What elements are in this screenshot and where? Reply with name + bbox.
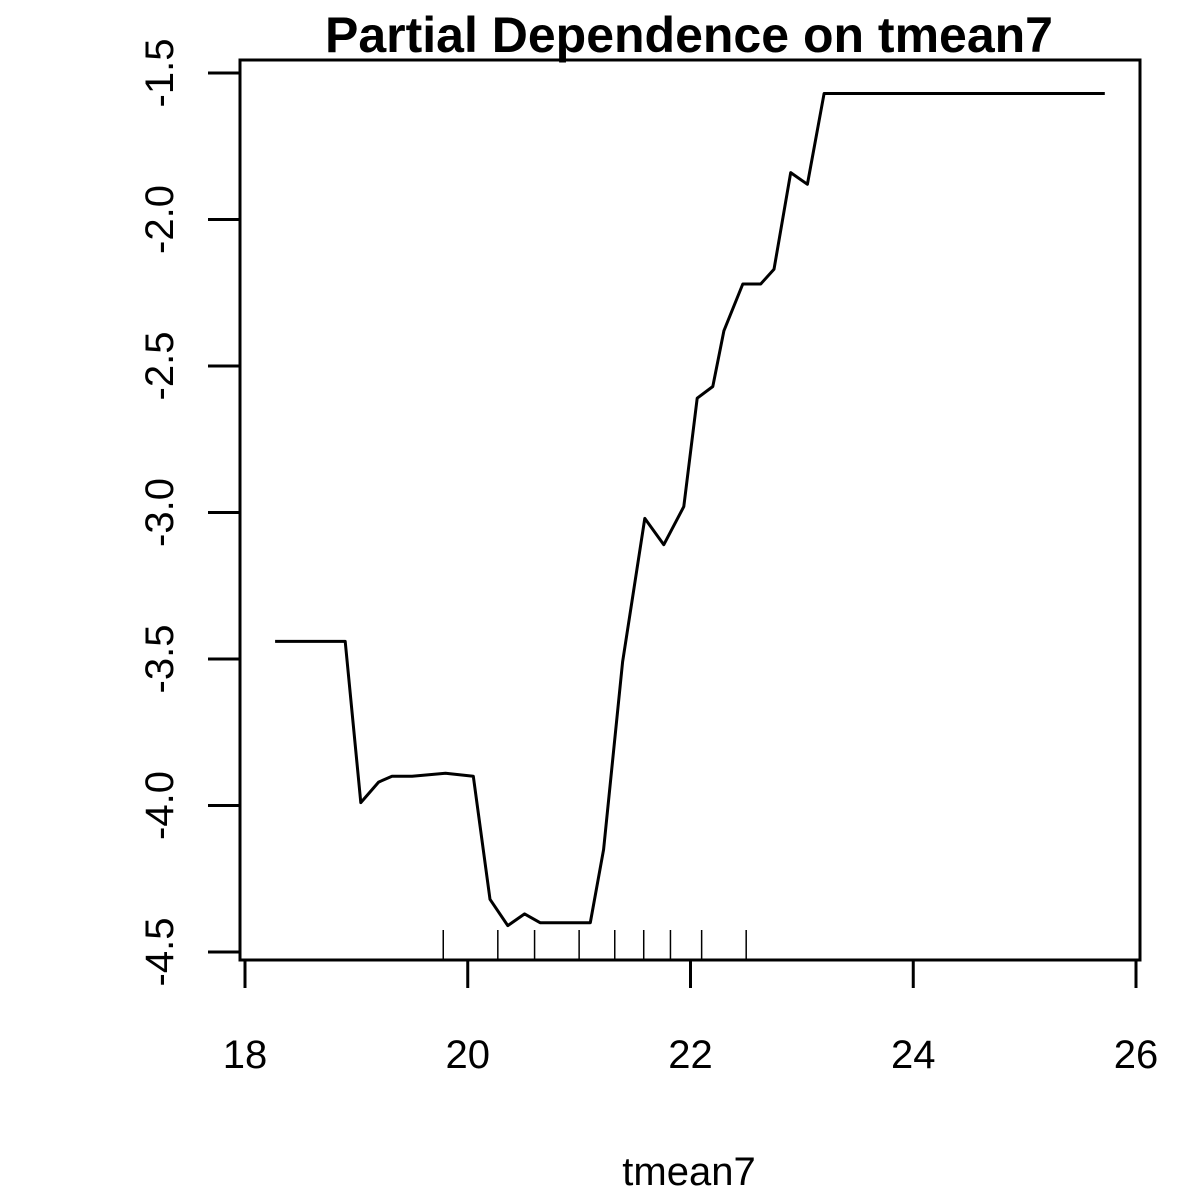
x-tick-label: 26 [1114,1033,1159,1077]
y-tick-label: -4.5 [138,918,182,987]
x-tick-label: 24 [891,1033,936,1077]
y-tick-label: -1.5 [138,39,182,108]
rug-marks [442,930,747,960]
x-axis-label: tmean7 [622,1150,755,1194]
y-tick-label: -2.0 [138,185,182,254]
x-tick-label: 18 [223,1033,268,1077]
x-axis: 18 20 22 24 26 [223,958,1159,1077]
x-tick-label: 22 [668,1033,713,1077]
y-tick-label: -3.0 [138,478,182,547]
chart-title: Partial Dependence on tmean7 [325,7,1053,63]
y-axis: -4.5 -4.0 -3.5 -3.0 -2.5 -2.0 -1.5 [138,39,242,987]
series-line [275,92,1105,928]
y-tick-label: -2.5 [138,332,182,401]
series-group [275,92,1105,928]
plot-frame [238,58,1142,962]
x-tick-label: 20 [446,1033,491,1077]
y-tick-label: -4.0 [138,771,182,840]
y-tick-label: -3.5 [138,625,182,694]
